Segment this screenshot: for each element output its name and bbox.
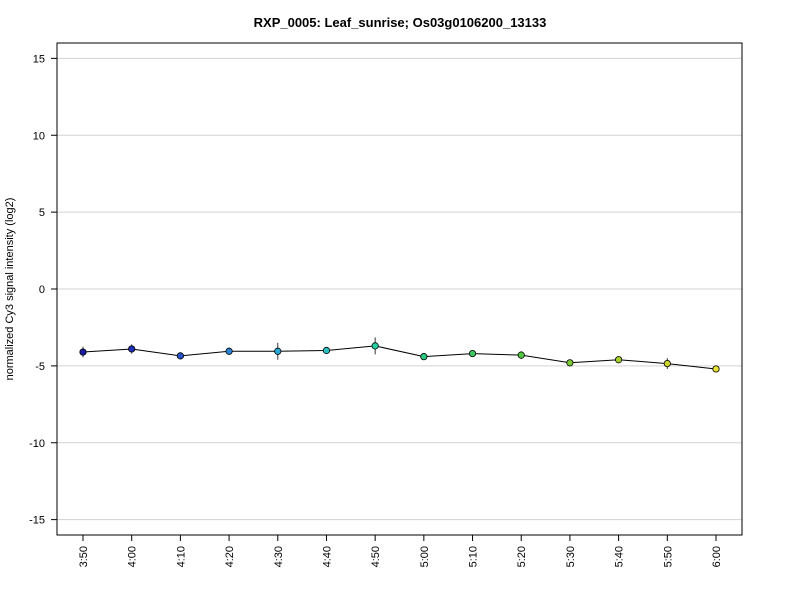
y-axis: -15 -10 -5 0 5 10 15 [29,53,57,527]
y-tick-label: -15 [29,515,45,527]
y-tick-label: 0 [39,284,45,296]
grid-lines [57,57,742,521]
data-point [225,347,233,355]
data-point [615,356,623,364]
x-tick-label: 5:50 [662,546,674,567]
x-tick-label: 5:20 [516,546,528,567]
chart-title: RXP_0005: Leaf_sunrise; Os03g0106200_131… [254,15,547,30]
y-tick-label: -5 [35,361,45,373]
data-point [371,342,379,350]
data-point [566,359,574,367]
data-point [176,352,184,360]
data-point [420,353,428,361]
series-line [82,345,717,370]
data-point [712,365,720,373]
y-tick-label: 5 [39,207,45,219]
data-point [274,347,282,355]
series [79,337,720,373]
data-point [663,359,671,368]
x-tick-label: 5:30 [565,546,577,567]
x-tick-label: 4:00 [127,546,139,567]
x-tick-label: 4:20 [224,546,236,567]
plot-frame [56,42,743,536]
x-tick-label: 5:00 [419,546,431,567]
x-tick-label: 6:00 [711,546,723,567]
x-axis: 3:50 4:00 4:10 4:20 4:30 4:40 4:50 5:00 5:10 5:20… [78,534,723,567]
data-point [128,345,136,353]
x-tick-label: 5:10 [468,546,480,567]
data-point [517,351,525,359]
x-tick-label: 4:50 [370,546,382,567]
x-tick-label: 3:50 [78,546,90,567]
data-point [468,349,477,358]
data-point [79,348,87,356]
y-tick-label: 10 [33,130,45,142]
x-tick-label: 4:30 [273,546,285,567]
y-tick-label: 15 [33,53,45,65]
data-point [322,346,331,355]
x-tick-label: 4:40 [321,546,333,567]
x-tick-label: 5:40 [614,546,626,567]
y-axis-label: normalized Cy3 signal intensity (log2) [4,198,16,381]
x-tick-label: 4:10 [175,546,187,567]
y-tick-label: -10 [29,438,45,450]
